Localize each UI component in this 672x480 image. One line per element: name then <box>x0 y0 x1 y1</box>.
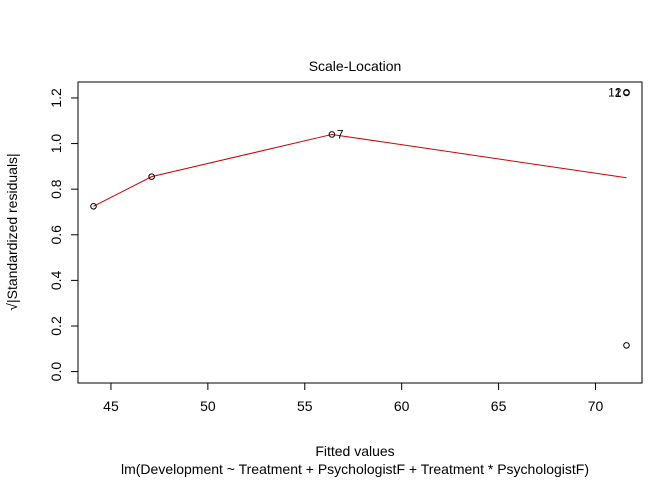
data-point <box>90 202 97 210</box>
y-tick-label: 0.2 <box>48 316 64 336</box>
data-point <box>328 131 336 138</box>
y-axis-label: √|Standardized residuals| <box>4 153 20 310</box>
y-tick-label: 1.0 <box>48 134 64 154</box>
x-tick-label: 50 <box>200 398 216 414</box>
y-tick-label: 0.4 <box>48 270 64 290</box>
point-label: 12 <box>608 85 622 99</box>
y-axis: 0.0 0.2 0.4 0.6 0.8 1.0 1.2 <box>48 88 79 382</box>
x-tick-label: 60 <box>394 398 410 414</box>
x-tick-label: 65 <box>491 398 507 414</box>
x-tick-label: 45 <box>103 398 119 414</box>
data-point <box>623 89 630 97</box>
x-tick-label: 55 <box>297 398 313 414</box>
y-tick-label: 1.2 <box>48 88 64 108</box>
point-label: 1 <box>615 86 622 100</box>
x-tick-label: 70 <box>588 398 604 414</box>
plot-frame <box>77 81 643 384</box>
x-axis: 45 50 55 60 65 70 <box>103 382 604 414</box>
data-point <box>623 342 630 349</box>
x-axis-label: Fitted values <box>315 443 394 459</box>
y-tick-label: 0.0 <box>48 362 64 382</box>
smooth-line <box>93 133 627 207</box>
data-point <box>148 173 155 180</box>
chart-subtitle: lm(Development ~ Treatment + Psychologis… <box>121 461 589 477</box>
data-points: 7 121 <box>90 85 630 349</box>
y-tick-label: 0.6 <box>48 225 64 245</box>
y-tick-label: 0.8 <box>48 179 64 199</box>
chart-title: Scale-Location <box>309 58 402 74</box>
point-label: 7 <box>337 127 344 141</box>
